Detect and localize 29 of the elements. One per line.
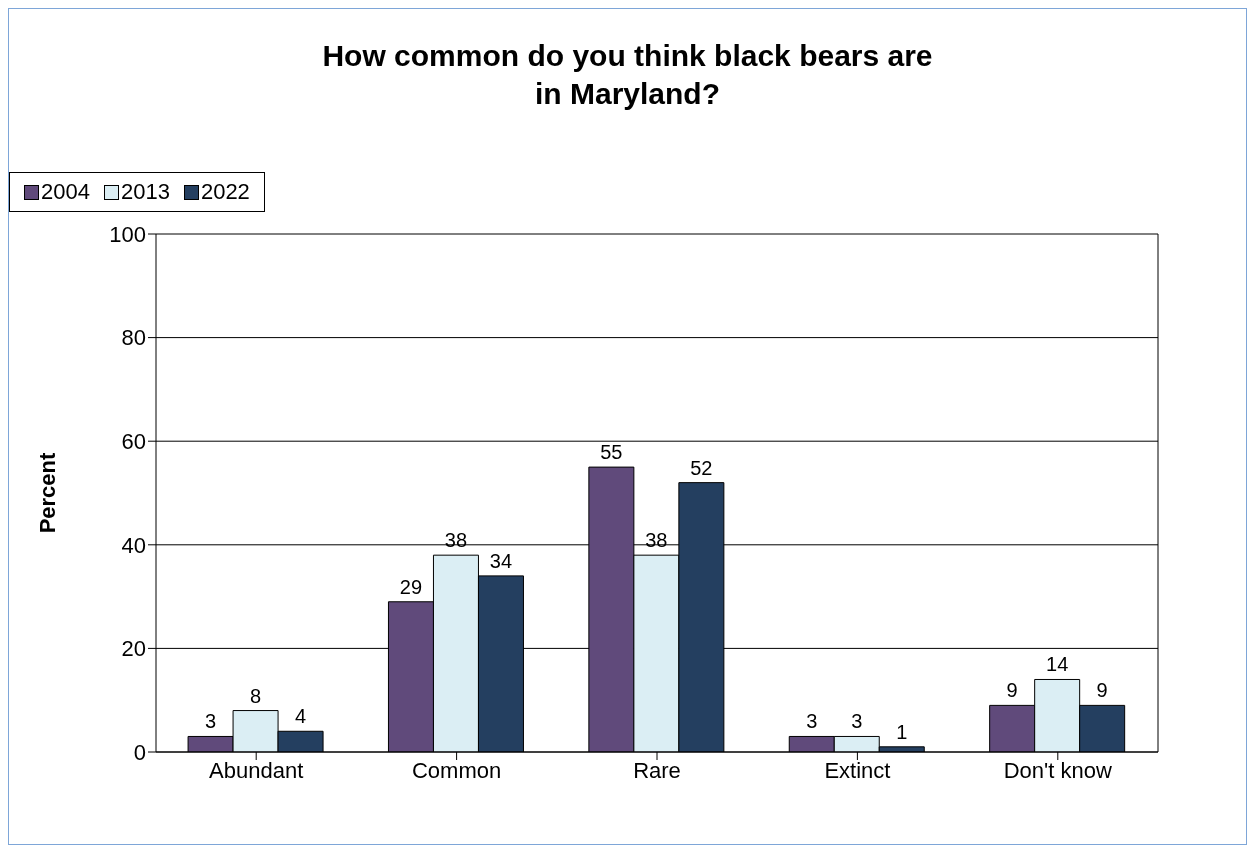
data-label: 9: [1096, 679, 1108, 702]
chart-title: How common do you think black bears are in Maryland?: [321, 38, 934, 112]
x-tick-label: Abundant: [209, 757, 304, 783]
data-label: 1: [896, 720, 908, 743]
data-label: 3: [205, 710, 217, 733]
y-tick-label: 0: [133, 739, 146, 765]
data-label: 14: [1046, 653, 1069, 676]
data-label: 55: [600, 441, 623, 464]
x-tick-label: Common: [411, 757, 502, 783]
y-axis-title: Percent: [34, 451, 60, 534]
y-tick-label: 60: [121, 429, 146, 455]
legend-label: 2013: [120, 179, 170, 205]
x-tick-label: Don't know: [1003, 757, 1112, 783]
legend-label: 2004: [41, 179, 90, 205]
y-tick-label: 100: [109, 221, 146, 247]
data-label: 8: [250, 684, 262, 707]
data-label: 3: [806, 710, 818, 733]
data-label: 3: [851, 710, 863, 733]
x-tick-label: Extinct: [824, 757, 891, 783]
data-label: 4: [295, 705, 307, 728]
data-label: 34: [489, 549, 513, 572]
legend-label: 2022: [200, 179, 250, 205]
data-label: 9: [1006, 679, 1018, 702]
data-label: 29: [399, 575, 423, 598]
y-tick-label: 40: [121, 532, 146, 558]
data-label: 52: [690, 456, 713, 479]
y-tick-label: 20: [121, 636, 146, 662]
y-tick-label: 80: [121, 325, 146, 351]
x-tick-label: Rare: [633, 757, 681, 783]
